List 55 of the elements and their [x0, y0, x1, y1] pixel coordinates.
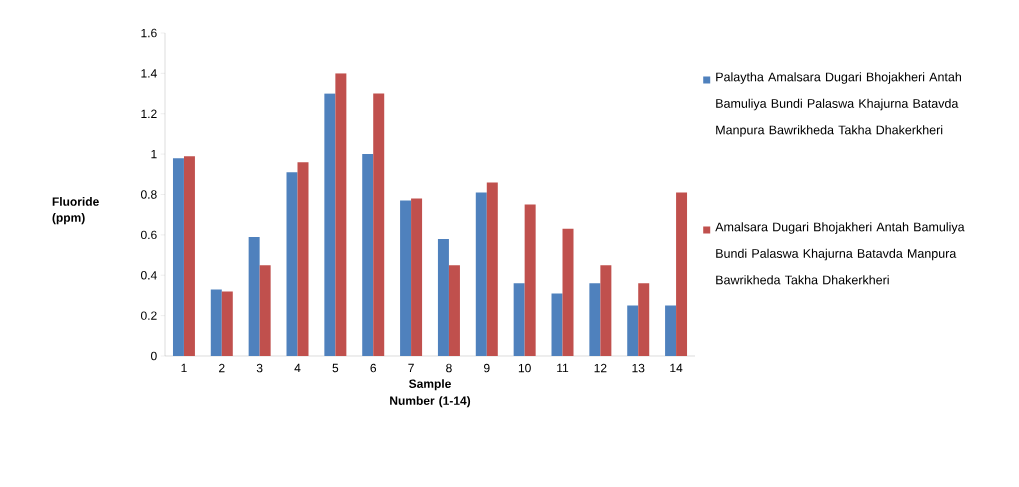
bar: [676, 192, 688, 356]
bar: [638, 283, 650, 356]
bar: [400, 200, 412, 356]
bar: [286, 172, 298, 356]
x-tick-label: 14: [670, 363, 683, 373]
x-tick-label: 12: [594, 363, 607, 373]
bar: [259, 265, 271, 356]
legend-label: Amalsara Dugari Bhojakheri Antah Bamuliya Bundi Palaswa Khajurna Batavda Manpura Bawrikheda Takha Dhakerkheri: [715, 222, 965, 285]
x-tick-label: 5: [332, 363, 339, 373]
bar: [362, 154, 374, 356]
y-axis-title: Fluoride (ppm): [52, 197, 99, 225]
bar: [210, 289, 222, 356]
x-tick-label: 9: [484, 363, 490, 373]
x-tick-label: 11: [557, 363, 569, 373]
y-tick-label: 1.6: [141, 28, 157, 38]
y-tick-label: 0.6: [140, 230, 157, 240]
bar: [448, 265, 460, 356]
bar: [486, 182, 498, 356]
y-tick-label: 0.2: [140, 311, 157, 320]
bar: [627, 305, 639, 356]
x-tick-label: 2: [219, 363, 225, 373]
bar: [335, 73, 347, 356]
bar: [248, 236, 260, 356]
bar: [600, 265, 612, 356]
bar: [551, 293, 563, 356]
x-tick-label: 6: [370, 363, 377, 373]
bar: [589, 283, 601, 356]
y-tick-label: 0.8: [140, 190, 157, 199]
y-tick-label: 1.2: [141, 109, 157, 118]
y-tick-label: 1.4: [141, 69, 157, 78]
y-tick-label: 0.4: [140, 271, 157, 280]
bar: [297, 162, 309, 356]
x-tick-label: 7: [408, 363, 414, 373]
x-tick-label: 13: [632, 363, 645, 373]
bar: [524, 204, 536, 356]
bar: [324, 93, 336, 356]
bar: [183, 156, 195, 356]
x-tick-label: 10: [518, 363, 531, 373]
bar: [221, 291, 233, 356]
bar: [475, 192, 487, 356]
x-tick-label: 3: [256, 363, 263, 373]
y-tick-label: 0: [151, 351, 157, 361]
x-tick-label: 1: [181, 363, 187, 373]
x-tick-label: 4: [294, 363, 301, 373]
bar: [411, 198, 423, 356]
bar: [373, 93, 385, 356]
legend-label: Palaytha Amalsara Dugari Bhojakheri Antah Bamuliya Bundi Palaswa Khajurna Batavda Manpura Bawrikheda Takha Dhakerkheri: [716, 72, 962, 137]
bar: [513, 283, 525, 356]
bar: [437, 238, 449, 356]
x-tick-label: 8: [446, 363, 452, 373]
bar: [562, 228, 574, 356]
y-tick-label: 1: [151, 150, 157, 159]
x-axis-title: Sample Number (1-14): [390, 379, 471, 408]
bar: [172, 158, 184, 356]
bar: [665, 305, 677, 356]
